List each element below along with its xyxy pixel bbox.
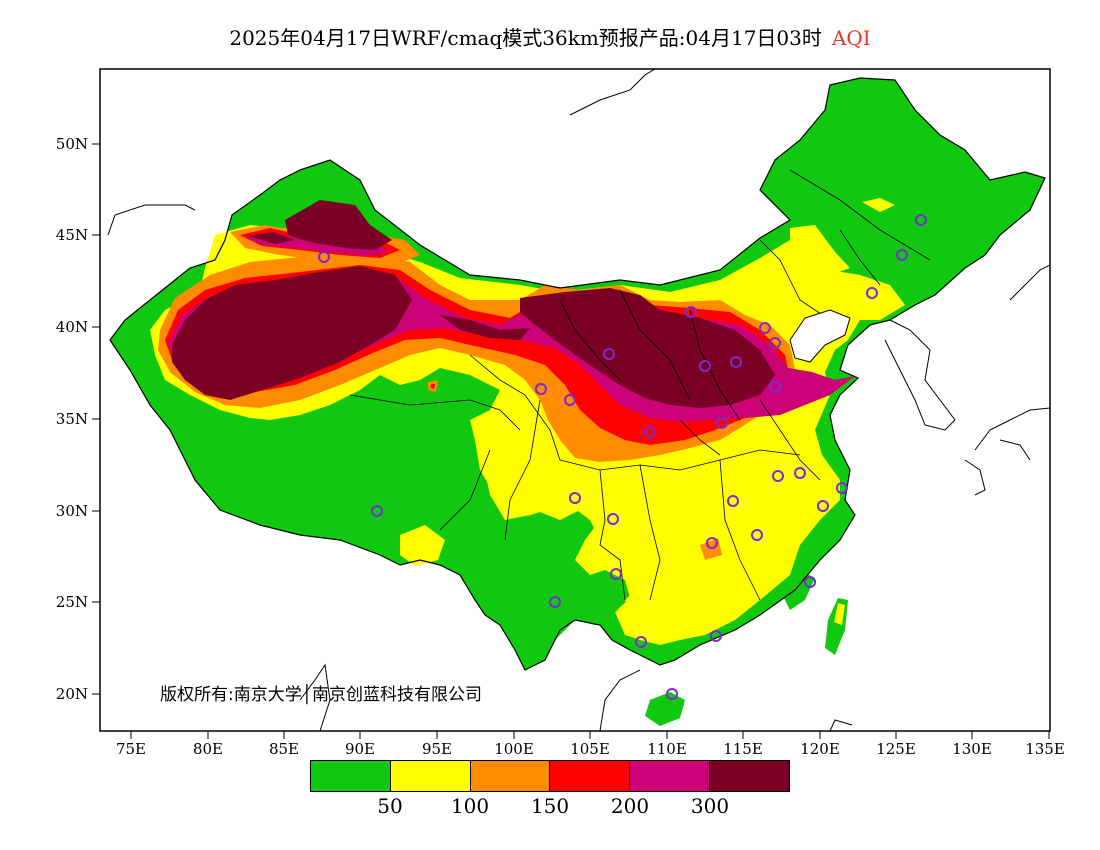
aqi-yellow-tibet	[400, 525, 445, 566]
color-legend	[310, 760, 790, 792]
station-marker	[730, 356, 742, 368]
lon-tick-label: 110E	[647, 740, 687, 758]
legend-swatch	[470, 761, 551, 791]
lon-tick-label: 105E	[570, 740, 610, 758]
station-marker	[896, 249, 908, 261]
aqi-green-coast	[800, 535, 835, 565]
title-text: 2025年04月17日WRF/cmaq模式36km预报产品:04月17日03时	[229, 26, 822, 50]
bohai-sea	[789, 309, 851, 363]
legend-swatch	[390, 761, 471, 791]
station-marker	[635, 636, 647, 648]
station-marker	[706, 537, 718, 549]
station-marker	[569, 492, 581, 504]
lat-axis: 20N 25N 30N 35N 40N 45N 50N	[56, 135, 100, 703]
southeast-asia-coast	[299, 663, 853, 731]
station-marker	[603, 348, 615, 360]
lat-tick-label: 20N	[56, 685, 88, 703]
lon-tick-label: 90E	[345, 740, 375, 758]
station-marker	[915, 214, 927, 226]
station-marker	[716, 417, 728, 429]
russia-coast	[107, 69, 656, 236]
lat-tick-label: 35N	[56, 410, 88, 428]
legend-label: 200	[610, 794, 650, 818]
aqi-maroon-north	[248, 232, 295, 244]
province-borders	[349, 169, 931, 601]
title-aqi-label: AQI	[831, 26, 871, 50]
aqi-yellow-northeast	[790, 225, 850, 275]
station-marker	[836, 482, 848, 494]
station-marker	[866, 287, 878, 299]
map-frame	[99, 68, 1051, 732]
aqi-maroon-junggar	[285, 200, 392, 250]
korea-coast	[884, 319, 956, 431]
aqi-yellow-south	[555, 452, 835, 642]
station-marker	[804, 576, 816, 588]
station-marker	[772, 470, 784, 482]
lat-tick-label: 50N	[56, 135, 88, 153]
legend-swatch	[550, 761, 631, 791]
station-marker	[769, 381, 781, 393]
station-marker	[817, 500, 829, 512]
aqi-maroon-tarim	[172, 266, 412, 400]
lon-tick-label: 80E	[193, 740, 223, 758]
station-marker	[794, 467, 806, 479]
aqi-green-southwest	[488, 512, 618, 660]
legend-label: 50	[377, 794, 403, 818]
lon-axis: 75E 80E 85E 90E 95E 100E 105E 110E 115E …	[116, 731, 1065, 758]
aqi-red-patch	[431, 384, 435, 389]
station-marker	[727, 495, 739, 507]
lon-tick-label: 125E	[876, 740, 916, 758]
station-marker	[318, 251, 330, 263]
aqi-yellow-west	[480, 450, 550, 520]
station-marker	[666, 688, 678, 700]
station-marker	[751, 529, 763, 541]
lon-tick-label: 95E	[422, 740, 452, 758]
station-marker	[564, 394, 576, 406]
aqi-maroon-hexi	[440, 315, 530, 340]
hainan-island	[645, 692, 685, 726]
china-border	[109, 77, 1046, 671]
lon-tick-label: 85E	[269, 740, 299, 758]
station-marker	[549, 596, 561, 608]
aqi-map: 20N 25N 30N 35N 40N 45N 50N 75E 80E 85E …	[56, 68, 1065, 758]
legend-swatch	[311, 761, 391, 791]
map-layers	[107, 69, 1050, 731]
lat-tick-label: 40N	[56, 318, 88, 336]
lon-tick-label: 120E	[800, 740, 840, 758]
japan-coast	[964, 264, 1050, 496]
station-marker	[685, 306, 697, 318]
lon-tick-label: 135E	[1025, 740, 1065, 758]
lat-tick-label: 25N	[56, 593, 88, 611]
station-marker	[710, 630, 722, 642]
station-marker	[371, 505, 383, 517]
copyright-text: 版权所有:南京大学│南京创蓝科技有限公司	[160, 685, 482, 705]
legend-label: 100	[450, 794, 490, 818]
legend-label: 150	[530, 794, 570, 818]
lon-tick-label: 75E	[116, 740, 146, 758]
station-marker	[769, 337, 781, 349]
station-marker	[644, 426, 656, 438]
station-marker	[607, 513, 619, 525]
station-marker	[535, 383, 547, 395]
legend-label: 300	[690, 794, 730, 818]
legend-swatch	[630, 761, 711, 791]
station-markers	[318, 214, 927, 700]
station-marker	[759, 322, 771, 334]
map-title: 2025年04月17日WRF/cmaq模式36km预报产品:04月17日03时 A…	[0, 22, 1100, 51]
lon-tick-label: 100E	[494, 740, 534, 758]
taiwan-yellow	[834, 603, 845, 625]
station-marker	[699, 360, 711, 372]
aqi-maroon-north-china	[520, 288, 775, 408]
lat-tick-label: 45N	[56, 226, 88, 244]
lon-tick-label: 115E	[723, 740, 763, 758]
aqi-yellow-ne-small	[862, 198, 895, 212]
lat-tick-label: 30N	[56, 502, 88, 520]
lon-tick-label: 130E	[952, 740, 992, 758]
station-marker	[610, 568, 622, 580]
legend-swatch	[710, 761, 789, 791]
